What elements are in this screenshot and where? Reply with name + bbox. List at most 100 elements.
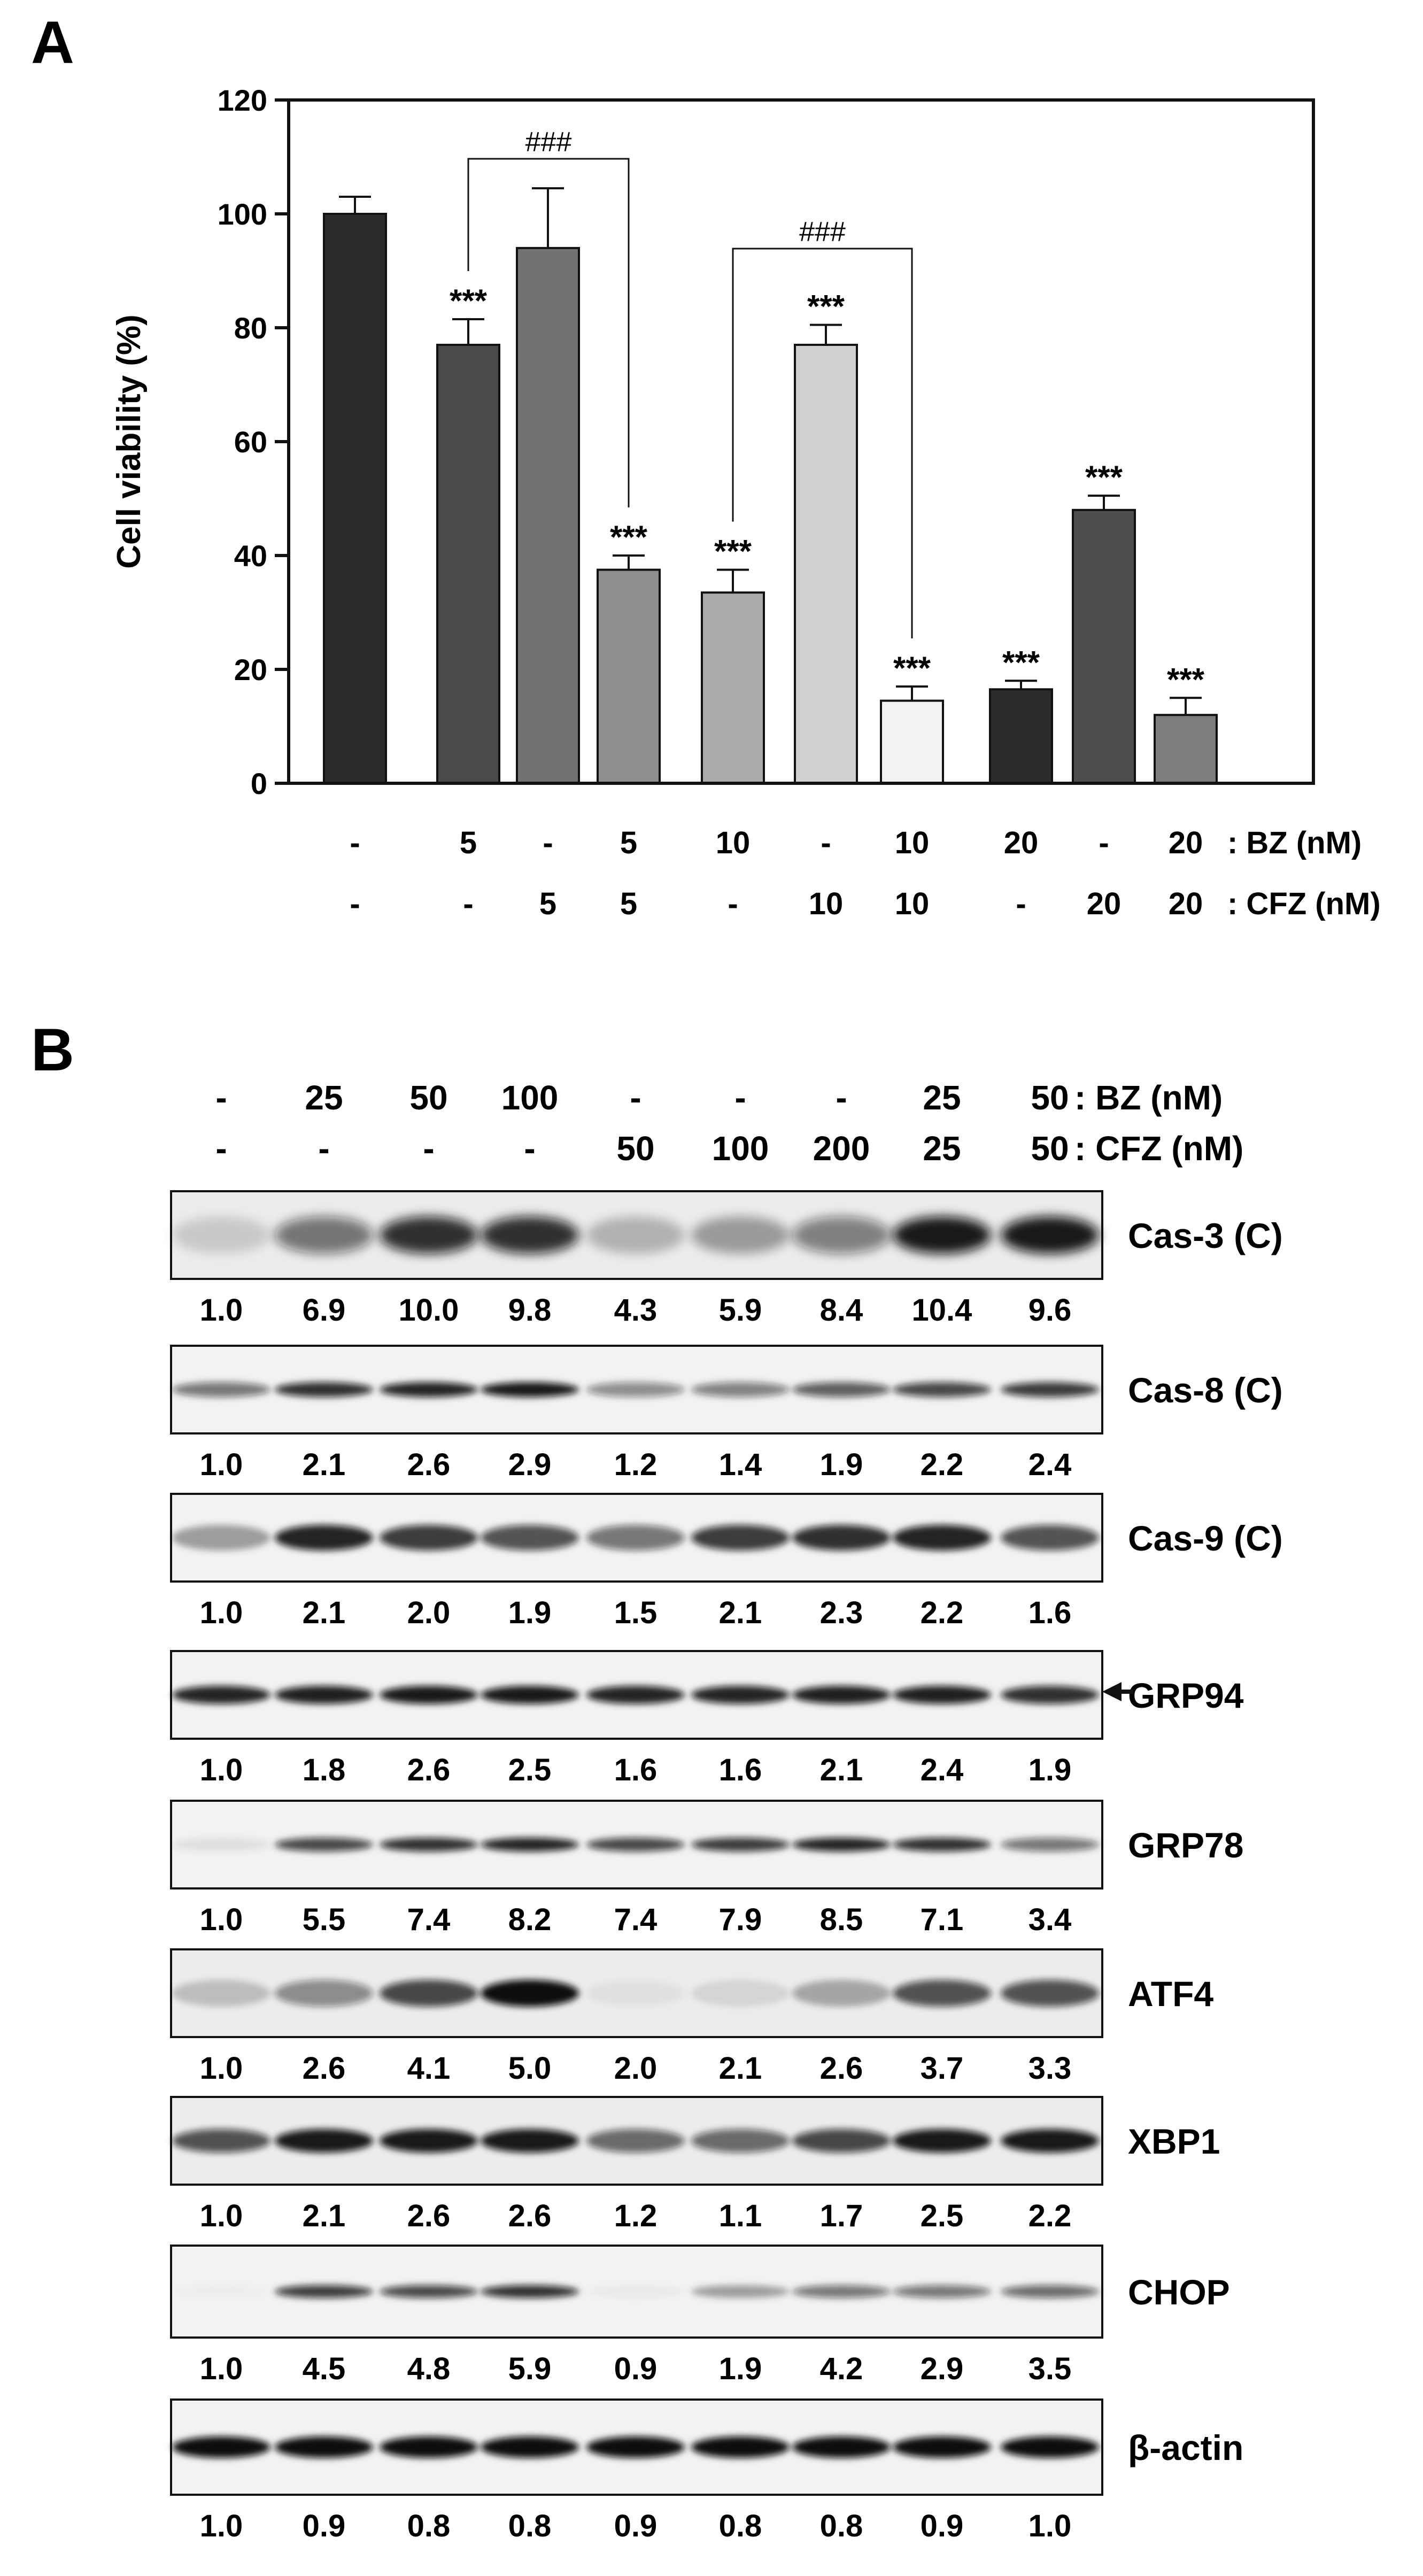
blot-band (275, 1382, 373, 1397)
blot-band (380, 1980, 478, 2007)
fold-change-value: 0.9 (614, 2509, 658, 2543)
fold-change-value: 9.8 (508, 1293, 552, 1328)
arrow-icon (1102, 1682, 1133, 1701)
bz-dose: - (543, 826, 553, 860)
fold-change-value: 2.2 (921, 1447, 964, 1482)
protein-label: ATF4 (1128, 1974, 1213, 2014)
blot-band (172, 1838, 270, 1852)
fold-change-value: 2.1 (303, 2199, 346, 2233)
bar (794, 343, 858, 784)
blot--actin: β-actin 1.0 0.9 0.8 0.8 0.9 0.8 0.8 0.9 1.0 (170, 2398, 1243, 2543)
fold-change-value: 2.4 (921, 1753, 964, 1787)
blot-frame (170, 1493, 1103, 1583)
fold-change-value: 0.9 (614, 2351, 658, 2386)
blot-band (792, 1686, 891, 1704)
fold-change-value: 2.1 (820, 1753, 863, 1787)
blot-band (893, 1382, 991, 1397)
fold-change-value: 1.6 (719, 1753, 762, 1787)
bar-series: *** *** *** *** *** *** *** *** (323, 187, 1218, 785)
blot-band (1001, 1838, 1099, 1852)
blot-band (691, 2285, 790, 2298)
fold-change-value: 7.1 (921, 1902, 964, 1937)
fold-change-value: 1.0 (200, 1753, 243, 1787)
blot-band (481, 2285, 579, 2298)
y-tick-label: 120 (218, 83, 267, 117)
blot-band (586, 2285, 685, 2298)
blot-band (275, 2129, 373, 2153)
fold-change-value: 1.2 (614, 2199, 658, 2233)
bz-dose: 10 (895, 826, 930, 860)
blot-frame (170, 2096, 1103, 2186)
bz-dose: 20 (1004, 826, 1039, 860)
blot-band (893, 1525, 991, 1551)
blot-frame (170, 1800, 1103, 1889)
blot-band (380, 1686, 478, 1704)
fold-change-value: 1.9 (508, 1595, 552, 1630)
bz-dose: 5 (620, 826, 637, 860)
fold-change-value: 0.9 (921, 2509, 964, 2543)
significance-marker: *** (807, 289, 845, 325)
blot-band (172, 2129, 270, 2153)
blot-band (1001, 1686, 1099, 1704)
bz-dose: 10 (716, 826, 751, 860)
blot-band (691, 1686, 790, 1704)
blot-band (172, 1382, 270, 1397)
treatment-table: - - 5 - - 5 5 5 10 - - 10 10 10 20 - - 20 20 20: BZ (nM): C… (350, 826, 1380, 921)
protein-label: XBP1 (1128, 2122, 1220, 2161)
blot-band (691, 1525, 790, 1551)
cfz-lane-dose: 50 (616, 1129, 654, 1168)
blot-band (792, 2285, 891, 2298)
blot-band (380, 1216, 478, 1254)
fold-change-value: 0.8 (407, 2509, 451, 2543)
cfz-lane-dose: 50 (1031, 1129, 1069, 1168)
fold-change-value: 2.6 (407, 2199, 451, 2233)
bz-lane-dose: - (734, 1078, 746, 1117)
fold-change-value: 2.5 (508, 1753, 552, 1787)
fold-change-value: 2.0 (614, 2051, 658, 2086)
blot-band (481, 2129, 579, 2153)
blot-band (172, 1525, 270, 1551)
blot-band (691, 1382, 790, 1397)
fold-change-value: 1.0 (200, 1902, 243, 1937)
fold-change-value: 3.3 (1028, 2051, 1072, 2086)
blot-band (1001, 2436, 1099, 2458)
fold-change-value: 10.4 (912, 1293, 972, 1328)
significance-bracket (732, 248, 913, 638)
bar (1154, 714, 1218, 784)
significance-brackets: ### ### (467, 127, 913, 638)
cfz-lane-dose: - (318, 1129, 329, 1168)
fold-change-value: 10.0 (399, 1293, 459, 1328)
blot-band (275, 1838, 373, 1852)
blot-band (792, 2436, 891, 2458)
fold-change-value: 8.2 (508, 1902, 552, 1937)
blot-band (1001, 1382, 1099, 1397)
significance-marker: *** (1085, 459, 1123, 495)
cfz-dose: - (728, 886, 738, 921)
fold-change-value: 1.7 (820, 2199, 863, 2233)
blot-band (380, 1838, 478, 1852)
panel-b: B -25 50 100- - -25 50- - - -50 100 200 25 50: BZ (n… (31, 1016, 1283, 2543)
significance-marker: *** (893, 650, 931, 686)
bz-lane-dose: - (215, 1078, 227, 1117)
blot-band (792, 1216, 891, 1254)
protein-label: GRP94 (1128, 1676, 1244, 1715)
blot-band (481, 1216, 579, 1254)
blot-frame (170, 1948, 1103, 2038)
blot-band (586, 1980, 685, 2007)
cfz-dose: 20 (1169, 886, 1203, 921)
blot-band (586, 1838, 685, 1852)
cfz-lane-dose: 100 (712, 1129, 769, 1168)
fold-change-value: 1.0 (1028, 2509, 1072, 2543)
protein-label: GRP78 (1128, 1825, 1243, 1865)
fold-change-value: 2.6 (820, 2051, 863, 2086)
significance-marker: *** (714, 534, 752, 569)
fold-change-value: 1.0 (200, 2051, 243, 2086)
fold-change-value: 9.6 (1028, 1293, 1072, 1328)
fold-change-value: 2.6 (303, 2051, 346, 2086)
bar (1072, 508, 1136, 784)
cfz-dose: 10 (809, 886, 844, 921)
blot-band (893, 1216, 991, 1254)
blot-atf4: ATF4 1.0 2.6 4.1 5.0 2.0 2.1 2.6 3.7 3.3 (170, 1948, 1213, 2086)
fold-change-value: 5.0 (508, 2051, 552, 2086)
